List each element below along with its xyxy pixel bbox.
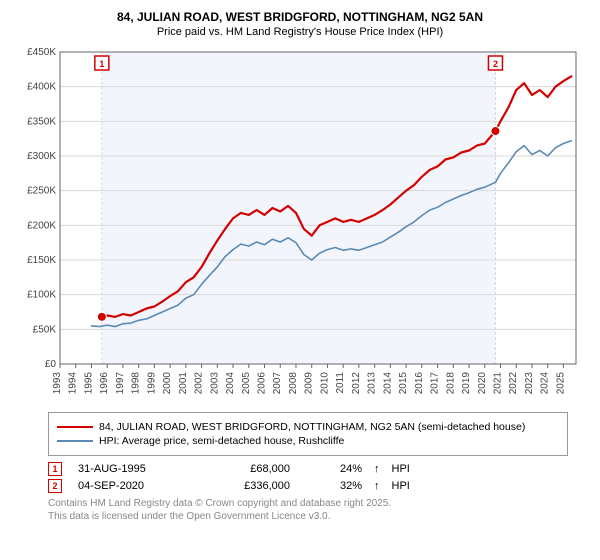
sale-price: £336,000 [210, 480, 290, 492]
svg-text:1993: 1993 [52, 372, 63, 395]
svg-text:£450K: £450K [27, 47, 56, 58]
svg-text:2025: 2025 [555, 372, 566, 395]
sale-marker: 1 [48, 462, 62, 476]
svg-text:£350K: £350K [27, 116, 56, 127]
svg-text:1995: 1995 [83, 372, 94, 395]
svg-text:2014: 2014 [382, 372, 393, 395]
svg-text:2022: 2022 [508, 372, 519, 395]
svg-text:2023: 2023 [524, 372, 535, 395]
svg-text:2015: 2015 [398, 372, 409, 395]
plot-svg: £0 £50K £100K £150K £200K £250K £300K £350K £400… [14, 44, 586, 404]
legend-label: 84, JULIAN ROAD, WEST BRIDGFORD, NOTTING… [99, 421, 525, 433]
svg-text:2011: 2011 [335, 372, 346, 394]
svg-text:£200K: £200K [27, 220, 56, 231]
legend-item: 84, JULIAN ROAD, WEST BRIDGFORD, NOTTING… [57, 421, 559, 433]
svg-text:£300K: £300K [27, 151, 56, 162]
svg-text:2: 2 [493, 59, 498, 69]
sale-pct: 32% [302, 480, 362, 492]
chart-plot: £0 £50K £100K £150K £200K £250K £300K £350K £400… [14, 44, 586, 404]
sale-row: 2 04-SEP-2020 £336,000 32% ↑ HPI [48, 479, 586, 493]
svg-text:1: 1 [99, 59, 104, 69]
legend-swatch [57, 426, 93, 428]
legend-item: HPI: Average price, semi-detached house,… [57, 435, 559, 447]
svg-text:2005: 2005 [241, 372, 252, 395]
svg-text:2008: 2008 [288, 372, 299, 395]
svg-text:1999: 1999 [146, 372, 157, 395]
svg-text:2003: 2003 [209, 372, 220, 395]
chart-title: 84, JULIAN ROAD, WEST BRIDGFORD, NOTTING… [14, 10, 586, 24]
sale-suffix: HPI [392, 463, 410, 475]
svg-text:2009: 2009 [304, 372, 315, 395]
svg-text:1996: 1996 [99, 372, 110, 395]
sale-marker: 2 [48, 479, 62, 493]
svg-text:2013: 2013 [367, 372, 378, 395]
svg-text:2024: 2024 [540, 372, 551, 395]
svg-text:£100K: £100K [27, 290, 56, 301]
svg-text:1994: 1994 [68, 372, 79, 395]
attribution-line: This data is licensed under the Open Gov… [48, 510, 586, 523]
svg-text:2010: 2010 [319, 372, 330, 395]
sale-price: £68,000 [210, 463, 290, 475]
svg-text:£0: £0 [45, 359, 57, 370]
svg-text:£400K: £400K [27, 82, 56, 93]
legend-swatch [57, 440, 93, 442]
svg-text:1997: 1997 [115, 372, 126, 395]
chart-subtitle: Price paid vs. HM Land Registry's House … [14, 26, 586, 38]
up-arrow-icon: ↑ [374, 463, 380, 475]
svg-text:2002: 2002 [194, 372, 205, 395]
svg-text:£150K: £150K [27, 255, 56, 266]
svg-text:2021: 2021 [492, 372, 503, 395]
svg-text:2007: 2007 [272, 372, 283, 395]
svg-text:2000: 2000 [162, 372, 173, 395]
svg-text:2018: 2018 [445, 372, 456, 395]
svg-text:£250K: £250K [27, 186, 56, 197]
sale-date: 04-SEP-2020 [78, 480, 198, 492]
attribution: Contains HM Land Registry data © Crown c… [48, 497, 586, 523]
svg-text:2020: 2020 [477, 372, 488, 395]
legend-label: HPI: Average price, semi-detached house,… [99, 435, 344, 447]
svg-text:2004: 2004 [225, 372, 236, 395]
attribution-line: Contains HM Land Registry data © Crown c… [48, 497, 586, 510]
svg-text:1998: 1998 [131, 372, 142, 395]
svg-text:2016: 2016 [414, 372, 425, 395]
svg-text:2001: 2001 [178, 372, 189, 395]
svg-text:2006: 2006 [257, 372, 268, 395]
sale-suffix: HPI [392, 480, 410, 492]
sale-pct: 24% [302, 463, 362, 475]
svg-text:2017: 2017 [430, 372, 441, 395]
sale-date: 31-AUG-1995 [78, 463, 198, 475]
svg-text:2019: 2019 [461, 372, 472, 395]
up-arrow-icon: ↑ [374, 480, 380, 492]
sales-list: 1 31-AUG-1995 £68,000 24% ↑ HPI 2 04-SEP-2020 £3… [14, 462, 586, 493]
legend: 84, JULIAN ROAD, WEST BRIDGFORD, NOTTING… [48, 412, 568, 456]
svg-text:£50K: £50K [33, 324, 57, 335]
svg-text:2012: 2012 [351, 372, 362, 395]
sale-row: 1 31-AUG-1995 £68,000 24% ↑ HPI [48, 462, 586, 476]
